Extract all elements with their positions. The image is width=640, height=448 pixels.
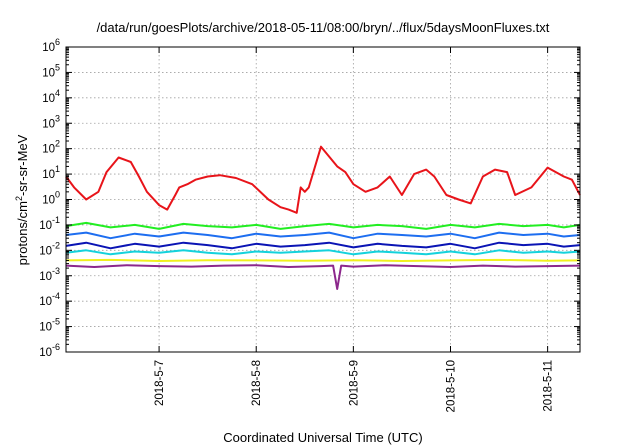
y-tick-label: 101 xyxy=(42,164,60,181)
y-axis-title-pre: protons/cm xyxy=(15,201,30,265)
grid xyxy=(66,47,580,352)
series-line xyxy=(65,221,581,230)
y-tick-label: 10-6 xyxy=(39,342,60,359)
y-tick-label: 10-4 xyxy=(39,291,60,308)
x-tick-label: 2018-5-11 xyxy=(543,360,555,412)
series-line xyxy=(65,258,581,262)
x-tick-label: 2018-5-8 xyxy=(251,360,263,406)
series-layer xyxy=(65,145,581,290)
chart-title: /data/run/goesPlots/archive/2018-05-11/0… xyxy=(97,20,550,35)
y-tick-label: 10-1 xyxy=(39,215,60,232)
series-line xyxy=(65,249,581,256)
y-axis-title-sup: 2 xyxy=(14,196,24,201)
y-tick-label: 100 xyxy=(42,190,60,207)
y-tick-label: 106 xyxy=(42,37,60,54)
y-axis-title-post: -sr-sr-MeV xyxy=(15,134,30,196)
y-axis-title: protons/cm2-sr-sr-MeV xyxy=(14,134,30,265)
series-line xyxy=(65,145,581,214)
x-tick-labels: 2018-5-7 2018-5-8 2018-5-9 2018-5-10 2018-5-… xyxy=(154,360,555,412)
axis-ticks xyxy=(66,46,580,353)
y-tick-label: 10-3 xyxy=(39,266,60,283)
x-tick-label: 2018-5-9 xyxy=(348,360,360,406)
series-line xyxy=(65,264,581,290)
y-tick-label: 104 xyxy=(42,88,60,105)
y-tick-label: 10-5 xyxy=(39,317,60,334)
x-tick-label: 2018-5-7 xyxy=(154,360,166,406)
y-tick-label: 102 xyxy=(42,139,60,156)
x-tick-label: 2018-5-10 xyxy=(445,360,457,412)
series-line xyxy=(65,241,581,250)
x-axis-title: Coordinated Universal Time (UTC) xyxy=(223,430,422,445)
y-tick-label: 10-2 xyxy=(39,240,60,257)
y-tick-label: 103 xyxy=(42,113,60,130)
y-tick-labels: 10-6 10-5 10-4 10-3 10-2 10-1 100 101 102 103 104 1… xyxy=(39,37,60,359)
series-line xyxy=(65,231,581,240)
y-tick-label: 105 xyxy=(42,62,60,79)
